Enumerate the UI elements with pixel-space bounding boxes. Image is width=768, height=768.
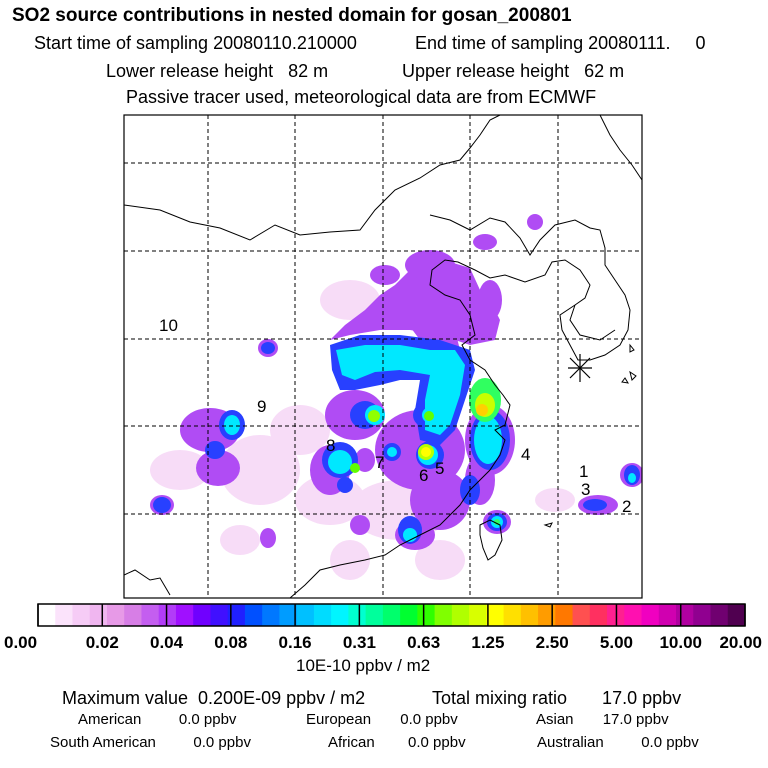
- colorbar-swatch: [555, 604, 574, 626]
- colorbar-swatch: [641, 604, 660, 626]
- colorbar-swatch: [434, 604, 453, 626]
- colorbar-frame: [37, 603, 746, 627]
- colorbar-tick-label: 0.00: [4, 633, 37, 652]
- colorbar-swatch: [175, 604, 194, 626]
- european-contribution: European 0.0 ppbv: [306, 711, 458, 728]
- colorbar-swatch: [658, 604, 677, 626]
- colorbar-tick-label: 1.25: [471, 633, 504, 652]
- colorbar-tick-label: 0.16: [279, 633, 312, 652]
- region-label-4: 4: [521, 445, 530, 464]
- end-time-label: End time of sampling 20080111. 0: [415, 33, 706, 53]
- tracer-note: Passive tracer used, meteorological data…: [126, 87, 597, 107]
- region-label-9: 9: [257, 397, 266, 416]
- colorbar-tick-labels: 0.00 0.02 0.04 0.08 0.16 0.31 0.63 1.25 2.50 5.00…: [4, 633, 762, 652]
- page-title: SO2 source contributions in nested domai…: [12, 5, 572, 26]
- african-contribution: African 0.0 ppbv: [328, 734, 466, 751]
- colorbar-swatch: [538, 604, 556, 626]
- colorbar-swatch: [106, 604, 125, 626]
- colorbar-swatch: [313, 604, 332, 626]
- region-label-8: 8: [326, 436, 335, 455]
- colorbar-swatch: [262, 604, 280, 626]
- colorbar-tick-label: 0.02: [86, 633, 119, 652]
- region-label-2: 2: [622, 497, 631, 516]
- colorbar-tick-label: 0.08: [214, 633, 247, 652]
- colorbar-swatch: [400, 604, 418, 626]
- colorbar-swatch: [693, 604, 712, 626]
- region-label-1: 1: [579, 462, 588, 481]
- colorbar-swatch: [331, 604, 349, 626]
- colorbar-swatch: [520, 604, 539, 626]
- maximum-value: Maximum value 0.200E-09 ppbv / m2: [62, 688, 366, 708]
- map-frame: [123, 114, 643, 599]
- american-contribution: American 0.0 ppbv: [78, 711, 237, 728]
- australian-contribution: Australian 0.0 ppbv: [537, 734, 699, 751]
- colorbar: [37, 603, 746, 627]
- colorbar-swatch: [141, 604, 160, 626]
- colorbar-tick-label: 10.00: [659, 633, 702, 652]
- colorbar-swatch: [727, 604, 746, 626]
- colorbar-swatch: [572, 604, 591, 626]
- colorbar-tick-label: 0.63: [407, 633, 440, 652]
- region-label-6: 6: [419, 466, 428, 485]
- colorbar-swatch: [158, 604, 177, 626]
- region-label-7: 7: [375, 453, 384, 472]
- colorbar-swatch: [624, 604, 643, 626]
- colorbar-unit: 10E-10 ppbv / m2: [296, 656, 431, 675]
- colorbar-tick-label: 2.50: [536, 633, 569, 652]
- asian-contribution: Asian 17.0 ppbv: [536, 711, 669, 728]
- total-mixing-ratio: Total mixing ratio 17.0 ppbv: [432, 688, 682, 708]
- colorbar-swatch: [417, 604, 436, 626]
- colorbar-swatch: [589, 604, 608, 626]
- colorbar-swatch: [279, 604, 298, 626]
- lower-release-height-label: Lower release height 82 m: [106, 61, 329, 81]
- colorbar-swatch: [348, 604, 367, 626]
- start-time-label: Start time of sampling 20080110.210000: [34, 33, 357, 53]
- region-label-3: 3: [581, 480, 590, 499]
- colorbar-swatch: [210, 604, 229, 626]
- colorbar-swatch: [710, 604, 729, 626]
- colorbar-tick-label: 5.00: [600, 633, 633, 652]
- south-american-contribution: South American 0.0 ppbv: [50, 734, 251, 751]
- concentration-field: [150, 214, 642, 580]
- colorbar-tick-label: 20.00: [719, 633, 762, 652]
- colorbar-swatch: [365, 604, 384, 626]
- colorbar-swatch: [676, 604, 694, 626]
- region-label-5: 5: [435, 459, 444, 478]
- colorbar-swatch: [296, 604, 315, 626]
- colorbar-swatch: [89, 604, 108, 626]
- colorbar-swatch: [382, 604, 401, 626]
- region-label-10: 10: [159, 316, 178, 335]
- upper-release-height-label: Upper release height 62 m: [402, 61, 625, 81]
- colorbar-swatch: [451, 604, 470, 626]
- colorbar-swatch: [55, 604, 73, 626]
- colorbar-swatch: [486, 604, 505, 626]
- colorbar-tick-label: 0.04: [150, 633, 184, 652]
- coastlines-and-borders: [124, 115, 642, 598]
- colorbar-swatch: [72, 604, 91, 626]
- colorbar-swatch: [503, 604, 522, 626]
- colorbar-swatch: [124, 604, 142, 626]
- colorbar-tick-label: 0.31: [343, 633, 376, 652]
- colorbar-swatch: [38, 604, 56, 626]
- colorbar-swatch: [244, 604, 263, 626]
- colorbar-swatch: [193, 604, 211, 626]
- colorbar-swatch: [469, 604, 487, 626]
- colorbar-swatch: [227, 604, 246, 626]
- lat-lon-grid: [124, 115, 642, 598]
- asterisk-receptor-marker: [568, 354, 592, 382]
